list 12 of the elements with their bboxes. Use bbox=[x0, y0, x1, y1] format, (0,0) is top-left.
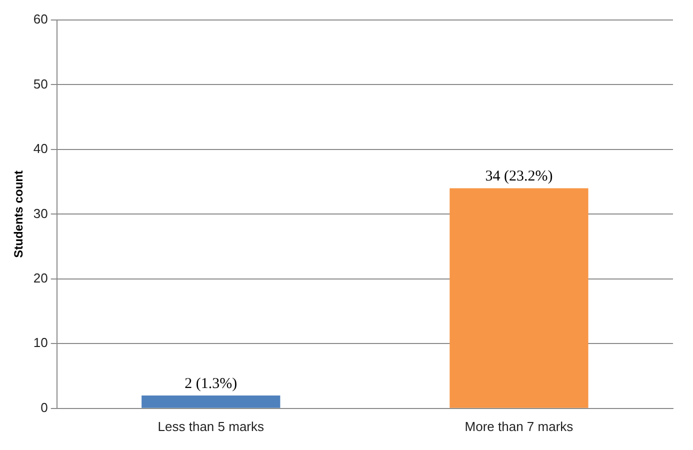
y-tick-label: 0 bbox=[40, 400, 48, 415]
x-tick-label: More than 7 marks bbox=[464, 418, 574, 434]
data-label: 34 (23.2%) bbox=[485, 168, 553, 185]
y-tick-label: 20 bbox=[33, 270, 48, 286]
y-tick-label: 10 bbox=[33, 335, 48, 350]
y-tick-label: 60 bbox=[33, 12, 48, 27]
y-tick-label: 50 bbox=[33, 76, 48, 92]
y-tick-label: 30 bbox=[33, 206, 48, 221]
data-label: 2 (1.3%) bbox=[184, 376, 238, 392]
x-tick-label: Less than 5 marks bbox=[158, 418, 264, 434]
y-axis-title: Students count bbox=[12, 170, 26, 258]
y-tick-label: 40 bbox=[33, 141, 48, 156]
